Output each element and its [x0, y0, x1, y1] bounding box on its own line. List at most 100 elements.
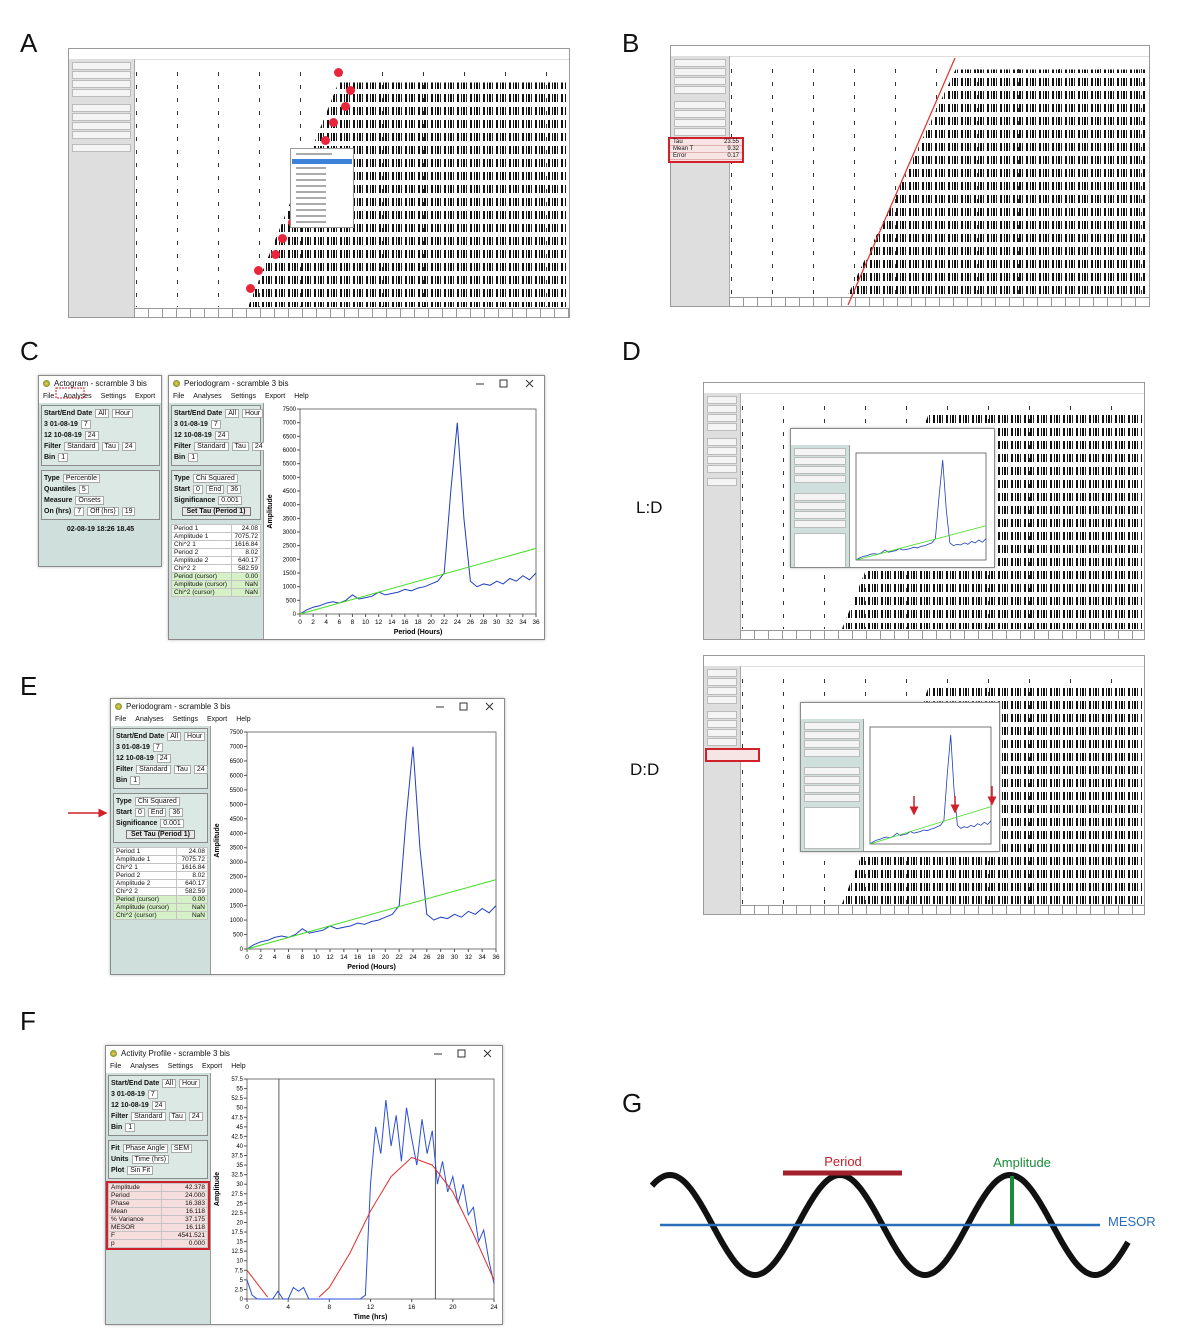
field-row: Bin 1 — [111, 1123, 205, 1132]
field-group: Type Percentile Quantiles 5 Measure Onsets On … — [41, 470, 160, 520]
button[interactable]: Set Tau (Period 1) — [181, 507, 251, 516]
result-row: Chi^2 (cursor) NaN — [112, 911, 208, 920]
maximize[interactable] — [499, 379, 508, 387]
result-row: Mean 16.118 — [107, 1207, 208, 1216]
close[interactable] — [485, 702, 494, 710]
y-axis-label: Amplitude — [267, 494, 274, 528]
field-group: Type Chi Squared Start 0 End 36 Significance 0.… — [171, 470, 261, 520]
sidebar-field — [794, 520, 846, 528]
menu-item[interactable]: Settings — [100, 393, 126, 400]
window-controls[interactable] — [470, 379, 540, 389]
x-tick-label: 22 — [396, 954, 404, 961]
x-tick-label: 36 — [492, 954, 500, 961]
menu-line — [296, 215, 326, 217]
menu-item[interactable]: Export — [201, 1063, 223, 1070]
y-tick-label: 10 — [236, 1259, 243, 1265]
time-axis — [740, 905, 1144, 914]
field-label: Plot — [111, 1167, 125, 1174]
result-value: 24.000 — [161, 1191, 208, 1200]
field-value: Sin Fit — [127, 1166, 154, 1175]
stats-box — [705, 748, 760, 762]
result-row: Amplitude 2 640.17 — [112, 879, 208, 888]
sidebar-field — [707, 720, 737, 728]
condition-label: D:D — [630, 760, 660, 779]
menu-line — [296, 167, 326, 169]
sidebar-field — [794, 493, 846, 501]
chart-area — [851, 447, 992, 565]
app-icon — [110, 1050, 117, 1057]
y-tick-label: 1000 — [283, 585, 297, 591]
y-tick-label: 30 — [236, 1182, 243, 1188]
onset-dot — [246, 284, 255, 293]
field-row: Bin 1 — [174, 453, 258, 462]
menu-item[interactable]: Analyses — [135, 716, 164, 723]
sidebar: Start/End Date All Hour 3 01-08-19 7 12 10-08… — [39, 403, 161, 566]
y-tick-label: 5000 — [230, 802, 244, 808]
menu-item[interactable]: Help — [231, 1063, 246, 1070]
close[interactable] — [483, 1049, 492, 1057]
sidebar — [801, 719, 864, 851]
results-table: Period 1 24.08 Amplitude 1 7075.72 Chi^2 1 16… — [171, 524, 262, 597]
menu-item[interactable]: Settings — [172, 716, 198, 723]
x-tick-label: 32 — [506, 619, 514, 626]
menu-item[interactable]: Analyses — [130, 1063, 159, 1070]
result-value: 0.00 — [230, 572, 262, 581]
field-row: Start 0 End 36 — [116, 808, 205, 817]
menu-item[interactable]: Export — [134, 393, 156, 400]
maximize[interactable] — [457, 1049, 466, 1057]
y-tick-label: 1000 — [230, 918, 244, 924]
menu-item[interactable]: Export — [264, 393, 286, 400]
field-row: Measure Onsets — [44, 496, 157, 505]
maximize[interactable] — [459, 702, 468, 710]
y-tick-label: 6000 — [283, 448, 297, 454]
sidebar-field — [794, 511, 846, 519]
actogram-plot — [729, 56, 1149, 306]
result-value: 0.000 — [161, 1239, 208, 1248]
sidebar-field — [674, 86, 726, 94]
chart-area: 0 500 1000 1500 2000 2500 3000 3500 4000 4500 5000… — [264, 403, 544, 639]
result-row: Amplitude 1 7075.72 — [171, 532, 262, 541]
onset-dot — [334, 68, 343, 77]
menu-item[interactable]: File — [110, 1063, 122, 1070]
field-value: All — [95, 409, 110, 418]
sidebar-field — [794, 475, 846, 483]
x-tick-label: 4 — [286, 1304, 290, 1311]
y-tick-label: 20 — [236, 1220, 243, 1226]
menu-item[interactable]: File — [43, 393, 55, 400]
field-value: Chi Squared — [134, 797, 180, 806]
field-value: 24 — [156, 754, 171, 763]
menu-item[interactable]: Analyses — [63, 393, 92, 400]
window-controls[interactable] — [428, 1049, 498, 1059]
field-row: Type Chi Squared — [174, 474, 258, 483]
x-tick-label: 30 — [493, 619, 501, 626]
x-tick-label: 10 — [313, 954, 321, 961]
field-value: 36 — [169, 808, 184, 817]
menu-item[interactable]: Help — [236, 716, 251, 723]
field-group: Fit Phase Angle SEM Units Time (hrs) Plot Sin … — [108, 1140, 208, 1179]
window-title: Periodogram - scramble 3 bis — [184, 379, 289, 388]
x-tick-label: 28 — [437, 954, 445, 961]
title-bar — [704, 656, 1144, 667]
field-label: Filter — [44, 443, 62, 450]
stat-label: Mean T — [673, 146, 694, 152]
menu-item[interactable]: Export — [206, 716, 228, 723]
field-value: Tau — [173, 765, 191, 774]
menu-item[interactable]: File — [173, 393, 185, 400]
close[interactable] — [525, 379, 534, 387]
x-tick-label: 2 — [259, 954, 263, 961]
title-bar — [704, 383, 1144, 394]
menu-item[interactable]: File — [115, 716, 127, 723]
mesor-label: MESOR — [1108, 1214, 1156, 1229]
result-value: 24.08 — [176, 847, 208, 856]
field-label: Start/End Date — [111, 1080, 160, 1087]
stat-label: Tau — [673, 139, 683, 145]
y-tick-label: 37.5 — [231, 1154, 243, 1160]
field-row: 3 01-08-19 7 — [116, 743, 205, 752]
onset-dot — [271, 250, 280, 259]
menu-item[interactable]: Settings — [230, 393, 256, 400]
menu-item[interactable]: Settings — [167, 1063, 193, 1070]
menu-item[interactable]: Help — [294, 393, 309, 400]
button[interactable]: Set Tau (Period 1) — [126, 830, 195, 839]
window-controls[interactable] — [430, 702, 500, 712]
menu-item[interactable]: Analyses — [193, 393, 222, 400]
